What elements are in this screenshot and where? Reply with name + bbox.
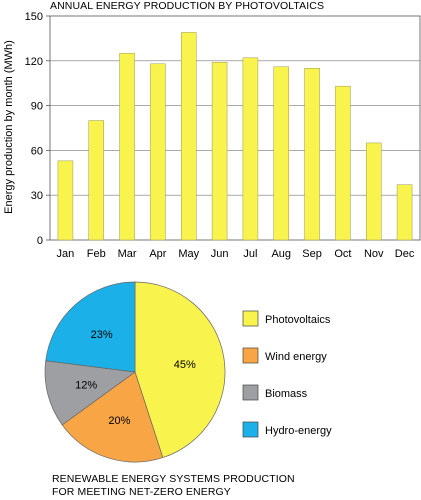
pie-slice-hydro-energy [45, 281, 136, 373]
pie-slice-biomass [44, 360, 136, 426]
x-tick-label: Feb [87, 248, 106, 260]
legend-label: Wind energy [265, 351, 327, 363]
pie-slice-photovoltaics [134, 281, 226, 459]
bar-oct [335, 85, 351, 241]
pie-chart-labels: 45% 20% 12% 23% [75, 329, 196, 427]
bar-mar [119, 53, 135, 241]
bar-chart-bars [57, 32, 413, 241]
pie-chart [44, 281, 226, 463]
legend-label: Biomass [265, 388, 308, 400]
pie-slice-label: 45% [174, 359, 196, 371]
legend-swatch [242, 310, 259, 327]
pie-chart-title-line-2: FOR MEETING NET-ZERO ENERGY [52, 486, 231, 498]
y-tick-label: 0 [37, 235, 43, 247]
x-tick-label: Sep [302, 248, 322, 260]
bar-jul [242, 57, 259, 241]
pie-slice-wind-energy [61, 371, 164, 463]
bar-apr [150, 63, 166, 241]
legend-swatch [242, 384, 259, 401]
y-tick-label: 30 [31, 190, 43, 202]
y-tick-label: 60 [31, 145, 43, 157]
x-tick-label: Jan [57, 248, 75, 260]
bar-chart-ylabel: Energy production by month (MWh) [3, 40, 15, 214]
legend-swatch [242, 347, 259, 364]
bar-feb [88, 120, 104, 241]
bar-jun [211, 62, 228, 241]
legend-label: Photovoltaics [265, 314, 331, 326]
x-tick-label: Mar [118, 248, 137, 260]
pie-chart-legend: Photovoltaics Wind energy Biomass Hydro-ene… [242, 310, 332, 438]
bar-aug [273, 66, 289, 241]
bar-may [181, 32, 197, 241]
bar-jan [57, 160, 74, 241]
pie-slice-label: 12% [75, 380, 97, 392]
bar-dec [396, 184, 413, 241]
y-tick-label: 90 [31, 101, 43, 113]
y-tick-label: 120 [25, 56, 43, 68]
x-tick-label: Oct [334, 248, 351, 260]
bar-nov [366, 142, 382, 241]
bar-chart-title: ANNUAL ENERGY PRODUCTION BY PHOTOVOLTAIC… [50, 0, 324, 12]
x-tick-label: Dec [395, 248, 415, 260]
bar-sep [304, 68, 320, 241]
plot-frame [49, 15, 421, 241]
x-tick-label: Nov [364, 248, 384, 260]
x-tick-label: May [178, 248, 199, 260]
x-tick-label: Jul [243, 248, 257, 260]
pie-chart-title-line-1: RENEWABLE ENERGY SYSTEMS PRODUCTION [52, 473, 295, 485]
pie-slice-label: 23% [91, 329, 113, 341]
y-tick-label: 150 [25, 11, 43, 23]
legend-label: Hydro-energy [265, 425, 332, 437]
bar-chart-grid [49, 15, 421, 241]
legend-swatch [242, 421, 259, 438]
x-tick-label: Aug [271, 248, 291, 260]
pie-slice-label: 20% [108, 415, 130, 427]
x-tick-label: Apr [149, 248, 166, 260]
x-tick-label: Jun [211, 248, 229, 260]
bar-chart-ticks: 0 30 60 90 120 150 Jan Feb Mar Apr May Jun Jul Aug Sep… [25, 11, 415, 260]
